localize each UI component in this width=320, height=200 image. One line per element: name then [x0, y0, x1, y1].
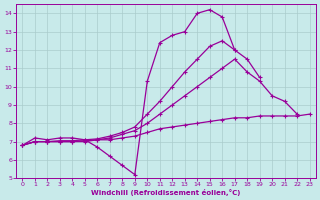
X-axis label: Windchill (Refroidissement éolien,°C): Windchill (Refroidissement éolien,°C): [91, 189, 241, 196]
